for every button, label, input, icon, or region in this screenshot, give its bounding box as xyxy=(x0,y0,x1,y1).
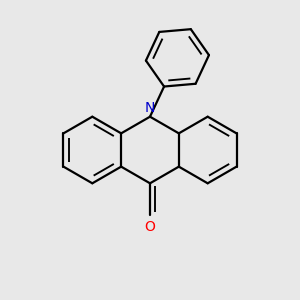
Text: O: O xyxy=(145,220,155,234)
Text: N: N xyxy=(145,101,155,115)
